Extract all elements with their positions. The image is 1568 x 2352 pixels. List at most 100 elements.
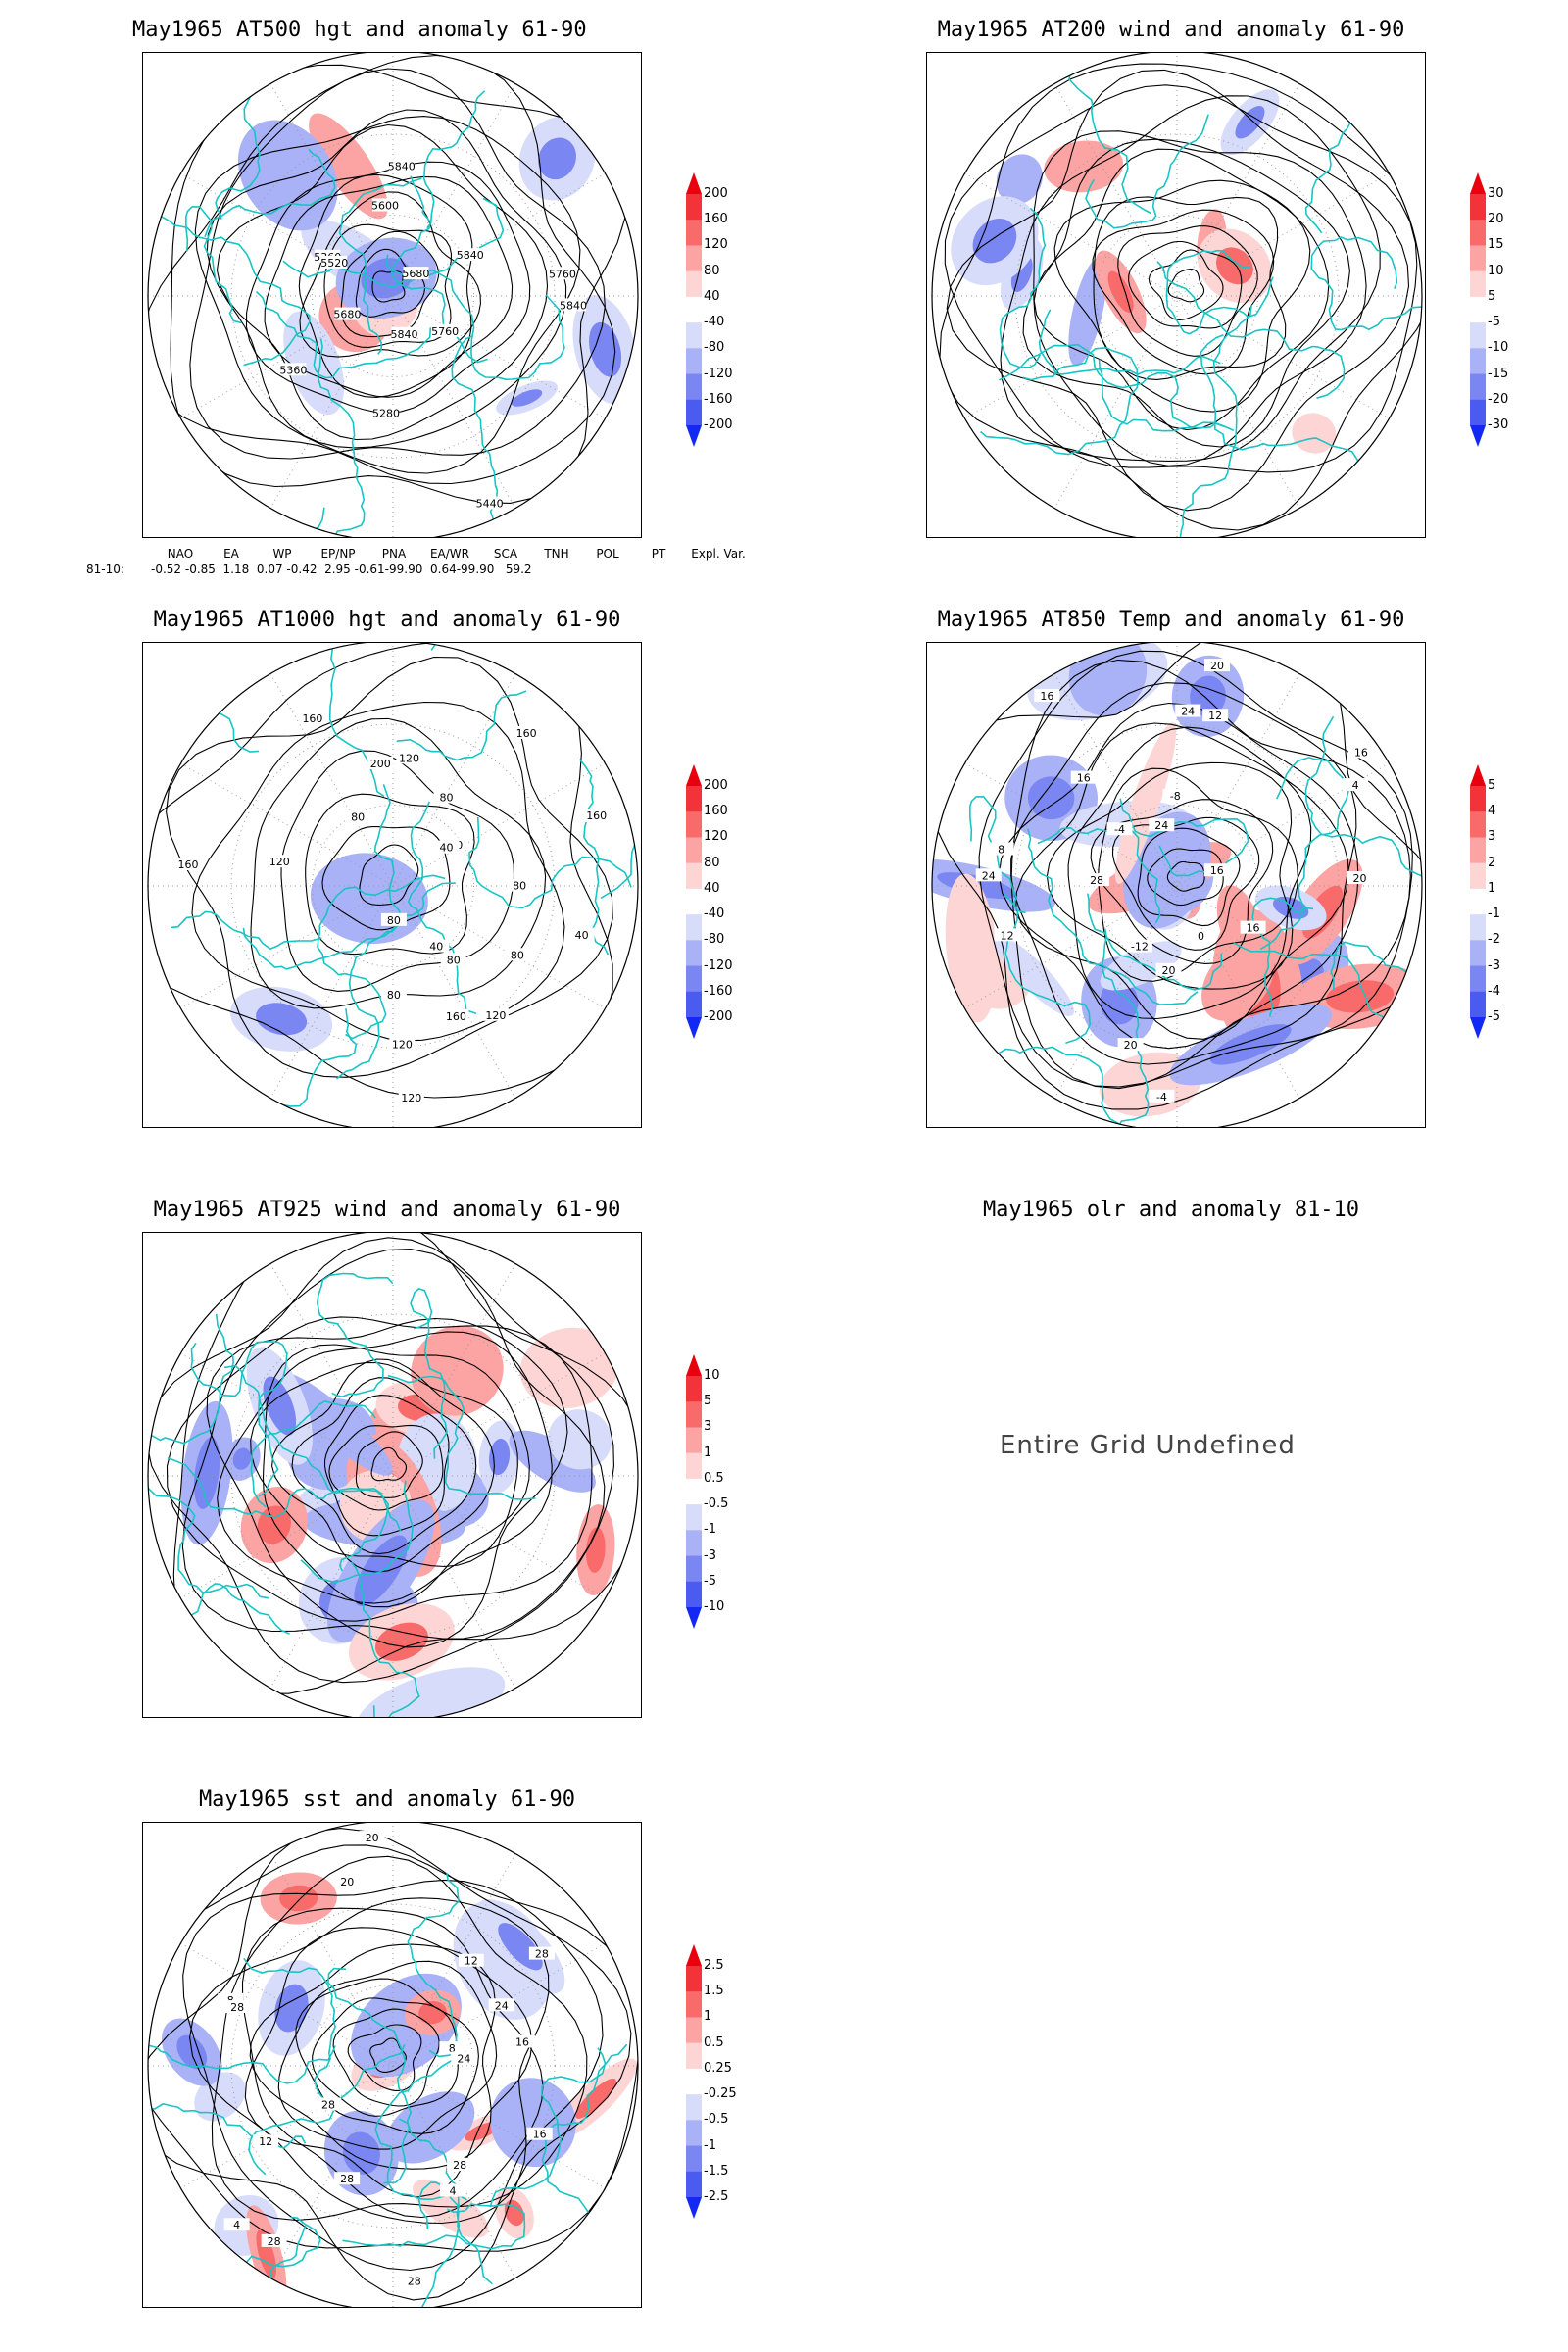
colorbar-label: -1	[704, 2137, 716, 2153]
coastline	[422, 90, 486, 229]
coastline	[1200, 334, 1365, 478]
coastline	[317, 874, 446, 1040]
contour-label-bg	[507, 878, 533, 892]
contour-line	[944, 84, 1418, 473]
tele-header-item: SCA	[493, 547, 518, 561]
colorbar-label: -3	[704, 1547, 716, 1563]
map-frame: 80 80 120 160 120 160 200 40 120 160 80 120 40 120 80 1…	[142, 642, 642, 1128]
colorbar-swatch	[686, 399, 702, 426]
map-circle-outline	[147, 1823, 639, 2307]
colorbar-swatch	[1470, 399, 1486, 426]
anomaly-shade	[490, 2078, 576, 2168]
coastline	[342, 2203, 526, 2250]
map-circle-outline	[147, 1233, 639, 1717]
colorbar-label: 80	[704, 263, 720, 278]
panel-title: May1965 AT200 wind and anomaly 61-90	[937, 18, 1405, 42]
colorbar: 10 5 3 1 0.5 -0.5 -1 -3 -5 -10	[686, 1354, 755, 1629]
contour-line	[148, 1844, 638, 2252]
contour-label: 80	[387, 989, 401, 1002]
polar-map	[147, 1233, 639, 1717]
colorbar-swatch	[1470, 1017, 1486, 1039]
colorbar-swatch	[1470, 172, 1486, 194]
colorbar-label: -2	[1488, 932, 1500, 948]
contour-label: 80	[511, 949, 524, 961]
contour-line	[166, 656, 613, 1078]
contour-line	[182, 1879, 604, 2272]
colorbar-swatch	[1470, 220, 1486, 246]
contour-label: 12	[465, 1955, 478, 1968]
contour-line	[1000, 95, 1381, 462]
contour-label: -12	[1131, 941, 1149, 954]
anomaly-shade	[1326, 980, 1395, 1013]
contour-label-bg	[1084, 873, 1110, 887]
colorbar-label: 160	[704, 212, 728, 227]
coastline	[223, 1364, 390, 1572]
colorbar-graphic	[1470, 172, 1486, 447]
anomaly-shade	[193, 1437, 220, 1509]
colorbar-label: -40	[704, 906, 725, 922]
colorbar-swatch	[1470, 425, 1486, 447]
contour-label: 5520	[320, 257, 348, 270]
coastline	[148, 2043, 336, 2084]
contour-line	[371, 270, 406, 303]
anomaly-shade	[1114, 722, 1177, 884]
map-circle-outline	[931, 53, 1423, 537]
colorbar-swatch	[686, 322, 702, 349]
contour-label: 5280	[372, 408, 400, 420]
polar-map: 80 80 120 160 120 160 200 40 120 160 80 120 40 120 80 1…	[147, 643, 639, 1127]
contour-line	[244, 1927, 533, 2198]
contour-label: 80	[387, 914, 401, 927]
coastline	[968, 796, 1026, 914]
anomaly-shade	[256, 2230, 277, 2279]
colorbar-swatch	[686, 1944, 702, 1966]
contour-label: 120	[392, 1038, 413, 1051]
contour-line	[189, 68, 606, 460]
contour-line	[1092, 209, 1275, 375]
contour-label: 16	[533, 2129, 547, 2141]
coastline	[980, 1046, 1172, 1127]
anomaly-shade	[1292, 413, 1337, 454]
contour-line	[328, 1424, 444, 1511]
anomaly-shade	[411, 1325, 504, 1416]
coastline	[148, 1313, 234, 1519]
contour-label-bg	[345, 809, 371, 823]
contour-label: 28	[230, 2001, 244, 2014]
contour-label: 16	[1247, 922, 1260, 935]
contour-label: -8	[1170, 790, 1181, 803]
contour-line	[359, 844, 419, 906]
contour-label: 120	[485, 1009, 506, 1022]
contour-line	[946, 69, 1410, 512]
anomaly-shade	[256, 1003, 308, 1036]
coastline	[1085, 114, 1209, 229]
colorbar-label: 10	[1488, 263, 1504, 278]
colorbar-swatch	[686, 991, 702, 1018]
colorbar-label: -80	[704, 932, 725, 948]
coastline	[190, 1340, 288, 1497]
panel-title: May1965 AT925 wind and anomaly 61-90	[153, 1198, 621, 1222]
contour-label: 160	[586, 809, 607, 822]
contour-line	[148, 54, 616, 485]
contour-line	[1067, 726, 1312, 1020]
coastline	[954, 53, 1006, 134]
anomaly-shade	[585, 1527, 606, 1573]
contour-label: 80	[440, 791, 454, 804]
colorbar-graphic	[686, 764, 702, 1039]
contour-label-bg	[223, 2218, 250, 2231]
contour-label: 5680	[333, 309, 361, 321]
colorbar-label: 2	[1488, 855, 1496, 870]
contour-label: 28	[268, 2235, 281, 2248]
coastline	[387, 1374, 536, 1500]
contour-label: 120	[270, 856, 290, 868]
contour-line	[1033, 130, 1367, 466]
colorbar-swatch	[686, 862, 702, 890]
coastline	[399, 2118, 461, 2307]
contour-label: 12	[259, 2135, 272, 2148]
colorbar-swatch	[686, 1504, 702, 1531]
contour-label-bg	[396, 751, 422, 764]
contour-line	[245, 161, 531, 414]
colorbar-label: -120	[704, 366, 733, 381]
latitude-circle	[312, 215, 474, 377]
contour-label: 5680	[402, 268, 429, 280]
colorbar-swatch	[1470, 348, 1486, 375]
colorbar-label: 5	[1488, 778, 1496, 793]
